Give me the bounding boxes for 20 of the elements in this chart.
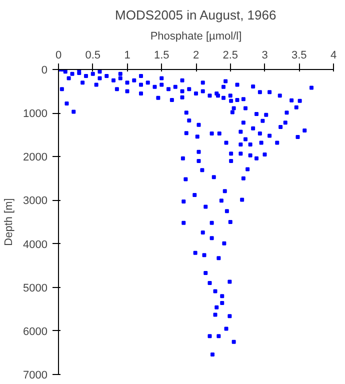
y-tick-label: 3000 — [23, 195, 48, 208]
y-tick-label: 7000 — [23, 370, 48, 382]
x-tick-label: 1.5 — [154, 50, 170, 62]
x-tick-label: 3 — [262, 50, 268, 62]
y-tick-label: 6000 — [23, 326, 48, 338]
y-tick-label: 2000 — [23, 152, 48, 164]
x-tick-label: 1 — [124, 50, 130, 62]
x-tick-label: 0.5 — [85, 50, 101, 62]
x-tick-label: 3.5 — [291, 50, 307, 62]
x-tick-label: 0 — [55, 50, 62, 62]
y-tick-label: 1000 — [23, 108, 48, 120]
y-tick-label: 0 — [41, 64, 48, 76]
y-tick-label: 4000 — [23, 238, 48, 251]
x-tick-label: 2.5 — [222, 50, 238, 62]
chart-title: MODS2005 in August, 1966 — [115, 8, 276, 22]
y-tick-label: 5000 — [23, 282, 48, 294]
x-tick-label: 2 — [192, 50, 200, 62]
x-tick-label: 4 — [330, 50, 337, 62]
y-axis-title: Depth [m] — [3, 198, 16, 246]
x-axis-title: Phosphate [µmol/l] — [150, 30, 242, 42]
